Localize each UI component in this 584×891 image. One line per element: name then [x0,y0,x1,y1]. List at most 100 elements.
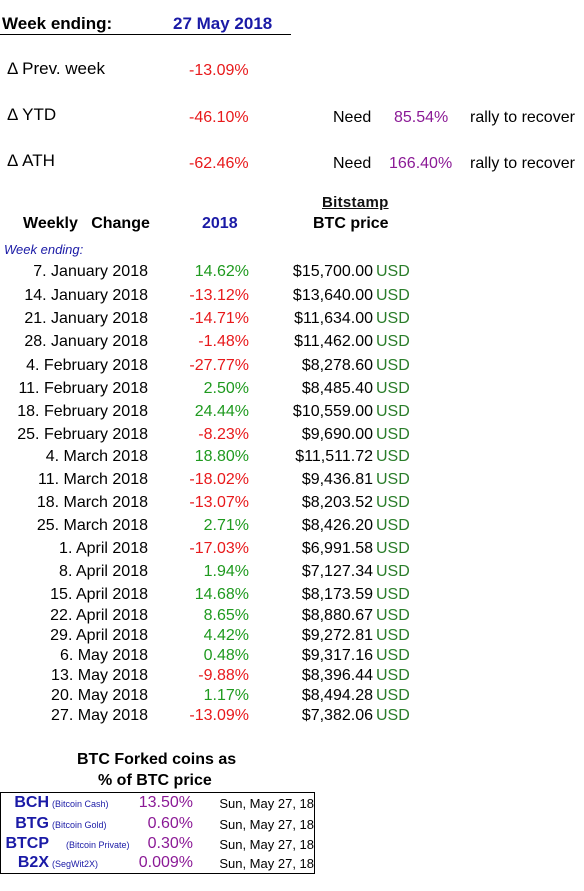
weekly-change: -1.48% [198,333,249,350]
btc-price: $6,991.58 [301,540,373,557]
currency-label: USD [376,287,410,304]
table-row: 18. February 2018 24.44% $10,559.00 USD [0,401,584,424]
btc-price: $8,485.40 [301,380,373,397]
forked-date: Sun, May 27, 18 [219,837,314,852]
currency-label: USD [376,403,410,420]
btc-price: $11,634.00 [294,310,373,327]
ath-suffix: rally to recover [470,155,575,172]
week-date: 27. May 2018 [51,707,148,724]
currency-label: USD [376,627,410,644]
week-date: 13. May 2018 [51,667,148,684]
weekly-change: -13.09% [189,707,249,724]
forked-symbol: BTCP [5,835,49,852]
btc-price: $11,462.00 [294,333,373,350]
weekly-change: -9.88% [198,667,249,684]
ytd-value: -46.10% [189,109,249,126]
btc-price: $11,511.72 [295,448,373,465]
forked-name: (SegWit2X) [52,859,99,869]
forked-percent: 0.009% [138,854,193,871]
week-date: 18. March 2018 [36,494,148,511]
forked-row: BCH (Bitcoin Cash) 13.50% Sun, May 27, 18 [0,794,584,815]
currency-label: USD [376,517,410,534]
btc-price: $10,559.00 [292,403,373,420]
currency-label: USD [376,471,410,488]
week-date: 11. March 2018 [38,471,148,488]
ath-need-label: Need [333,155,372,172]
week-date: 1. April 2018 [59,540,148,557]
btc-price: $8,173.59 [301,586,373,603]
btc-price: $9,436.81 [301,471,373,488]
currency-label: USD [376,667,410,684]
table-row: 11. March 2018 -18.02% $9,436.81 USD [0,469,584,492]
week-date: 21. January 2018 [24,310,148,327]
forked-name: (Bitcoin Private) [66,840,130,850]
week-ending-date: 27 May 2018 [173,14,273,33]
table-row: 11. February 2018 2.50% $8,485.40 USD [0,378,584,401]
btc-price: $8,426.20 [301,517,373,534]
week-date: 18. February 2018 [17,403,148,420]
forked-box-border [0,873,315,874]
currency-label: USD [376,310,410,327]
btc-price: $8,494.28 [301,687,373,704]
table-row: 25. March 2018 2.71% $8,426.20 USD [0,515,584,538]
forked-date: Sun, May 27, 18 [219,817,314,832]
week-date: 11. February 2018 [18,380,148,397]
table-row: 4. February 2018 -27.77% $8,278.60 USD [0,355,584,378]
currency-label: USD [376,263,410,280]
btc-price: $8,396.44 [301,667,373,684]
week-date: 14. January 2018 [24,287,148,304]
weekly-change: -13.07% [189,494,249,511]
currency-label: USD [376,333,410,350]
table-row: 7. January 2018 14.62% $15,700.00 USD [0,261,584,284]
forked-name: (Bitcoin Cash) [52,799,109,809]
btc-price: $9,272.81 [301,627,373,644]
ytd-suffix: rally to recover [470,109,575,126]
ytd-need-label: Need [333,109,372,126]
week-date: 28. January 2018 [24,333,148,350]
table-row: 27. May 2018 -13.09% $7,382.06 USD [0,705,584,728]
ath-need-value: 166.40% [389,155,453,172]
table-row: 20. May 2018 1.17% $8,494.28 USD [0,685,584,708]
forked-box-border [314,792,315,874]
week-date: 8. April 2018 [59,563,148,580]
header-underline [0,34,291,35]
btc-price: $15,700.00 [292,263,373,280]
prev-week-label: Δ Prev. week [7,59,105,78]
forked-date: Sun, May 27, 18 [219,796,314,811]
currency-label: USD [376,707,410,724]
btc-price: $7,127.34 [301,563,373,580]
week-date: 15. April 2018 [50,586,148,603]
btc-price: $9,690.00 [301,426,373,443]
currency-label: USD [376,380,410,397]
btc-price: $8,203.52 [301,494,373,511]
table-row: 1. April 2018 -17.03% $6,991.58 USD [0,538,584,561]
forked-title-line1: BTC Forked coins as [77,751,237,768]
forked-symbol: BCH [14,794,49,811]
currency-label: USD [376,426,410,443]
table-row: 15. April 2018 14.68% $8,173.59 USD [0,584,584,607]
currency-label: USD [376,607,410,624]
week-date: 7. January 2018 [33,263,148,280]
weekly-change: 8.65% [203,607,249,624]
btc-price: $13,640.00 [292,287,373,304]
week-date: 4. March 2018 [45,448,148,465]
weekly-change: -14.71% [189,310,249,327]
forked-box-border [0,792,315,793]
forked-symbol: B2X [17,854,49,871]
weekly-change: -18.02% [189,471,249,488]
weekly-change-header: Weekly Change [23,215,150,232]
table-row: 28. January 2018 -1.48% $11,462.00 USD [0,331,584,354]
forked-row: BTG (Bitcoin Gold) 0.60% Sun, May 27, 18 [0,815,584,836]
weekly-change: 0.48% [203,647,249,664]
table-row: 14. January 2018 -13.12% $13,640.00 USD [0,285,584,308]
forked-percent: 0.30% [147,835,193,852]
week-date: 29. April 2018 [50,627,148,644]
weekly-change: -8.23% [198,426,249,443]
week-ending-subheader: Week ending: [4,242,84,257]
table-row: 18. March 2018 -13.07% $8,203.52 USD [0,492,584,515]
bitstamp-logo: Bitstamp [322,194,389,211]
week-date: 20. May 2018 [51,687,148,704]
weekly-change: 1.94% [203,563,249,580]
table-row: 6. May 2018 0.48% $9,317.16 USD [0,645,584,668]
weekly-change: 2.71% [203,517,249,534]
